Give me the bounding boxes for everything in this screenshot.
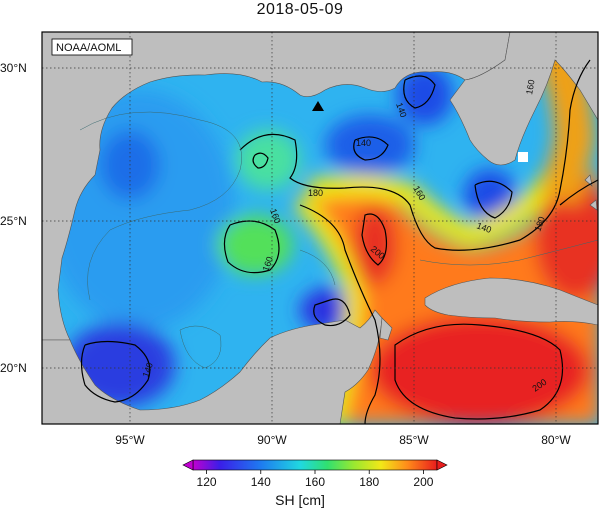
colorbar: 120 140 160 180 200 [182, 459, 448, 489]
contour-label: 140 [394, 101, 409, 119]
colorbar-min-arrow [182, 459, 194, 471]
lat-label-20: 20°N [0, 361, 27, 375]
contour-label: 140 [356, 138, 371, 148]
colorbar-tick-label: 140 [251, 475, 271, 489]
lon-label-85: 85°W [399, 433, 429, 447]
mexico [42, 309, 383, 424]
land [42, 32, 598, 424]
lon-label-80: 80°W [541, 433, 571, 447]
us-gulf-coast [42, 32, 511, 341]
graticule [42, 32, 598, 424]
florida [449, 32, 598, 166]
contour-label: 180 [308, 188, 323, 198]
contour-label: 160 [268, 207, 283, 225]
lon-label-95: 95°W [115, 433, 145, 447]
colorbar-tick-label: 200 [413, 475, 433, 489]
colorbar-label: SH [cm] [275, 492, 325, 508]
map-frame [41, 31, 599, 425]
bahamas [584, 174, 598, 211]
cuba [424, 277, 598, 326]
lat-label-25: 25°N [0, 214, 27, 228]
credit-box [51, 38, 133, 56]
colorbar-tick-label: 120 [197, 475, 217, 489]
credit-label: NOAA/AOML [56, 42, 121, 54]
colorbar-max-arrow [436, 459, 448, 471]
contour-label: 160 [260, 255, 275, 273]
colorbar-tick-label: 180 [359, 475, 379, 489]
triangle-marker [312, 101, 324, 111]
lat-label-30: 30°N [0, 61, 27, 75]
lake-okeechobee [518, 152, 528, 162]
contour-label: 180 [532, 215, 547, 233]
map-title: 2018-05-09 [256, 1, 344, 18]
contour-label: 160 [524, 79, 536, 96]
yucatan-tip [379, 317, 393, 341]
contour-label: 140 [140, 361, 155, 379]
colorbar-tick-label: 160 [305, 475, 325, 489]
contour-labels: 140 140 140 140 160 160 160 160 180 180 … [140, 79, 548, 394]
contours [79, 59, 598, 424]
colorbar-bar [192, 459, 438, 471]
lon-label-90: 90°W [257, 433, 287, 447]
contour-label: 140 [475, 220, 493, 235]
